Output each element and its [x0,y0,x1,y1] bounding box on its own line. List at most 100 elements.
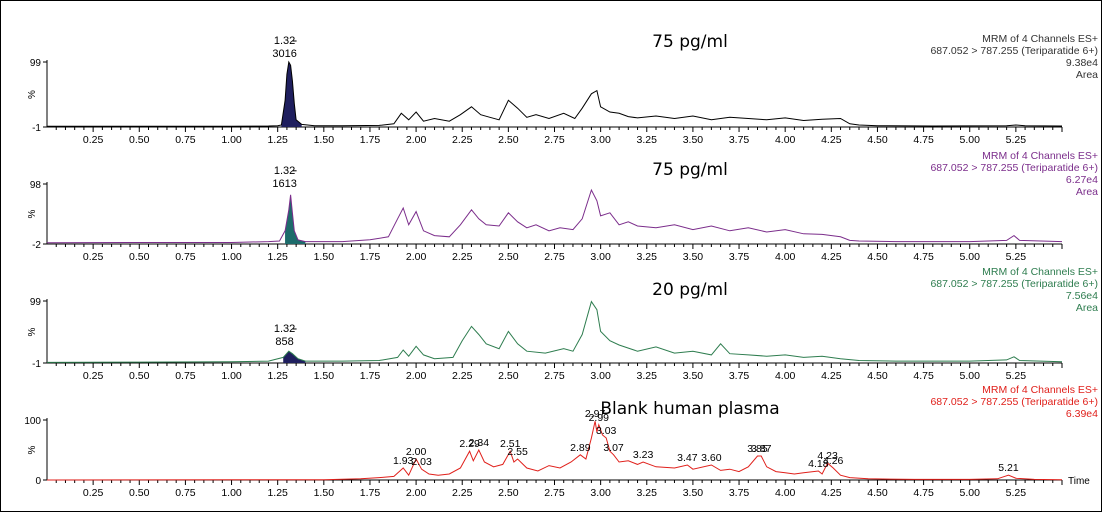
x-tick-label: 5.25 [1006,370,1027,382]
x-tick-label: 0.50 [129,134,150,146]
x-tick-label: 2.75 [544,487,565,499]
x-tick-label: 0.25 [83,487,104,499]
y-tick-label: 99 [30,297,42,308]
integrated-peak-area [283,351,306,363]
panel-1: 99 -1% 0.25 0.50 0.75 1.00 1.25 1.50 1.75 2.00 2.2… [27,32,1098,146]
x-tick-label: 1.75 [360,251,381,263]
x-tick-label: 1.50 [314,370,335,382]
y-axis-label: % [27,209,38,218]
x-tick-label: 3.50 [683,134,704,146]
x-tick-label: 1.25 [267,487,288,499]
y-tick-label: -2 [32,240,41,251]
channel-info-line: 687.052 > 787.255 (Teriparatide 6+) [930,162,1098,174]
x-tick-label: 5.25 [1006,134,1027,146]
x-tick-label: 5.00 [960,487,981,499]
x-tick-label: 1.00 [221,370,242,382]
y-axis-label: % [27,90,38,99]
panel-title: 75 pg/ml [652,160,728,180]
peak-label: 2.55 [507,446,528,458]
peak-label: 5.21 [998,462,1019,474]
channel-info-line: Area [1076,302,1098,314]
peak-label: 2.29 [459,438,480,450]
peak-label: 2.00 [406,446,427,458]
x-tick-label: 4.00 [775,251,796,263]
x-tick-label: 0.25 [83,251,104,263]
x-tick-label: 3.75 [729,370,750,382]
x-tick-label: 5.00 [960,134,981,146]
peak-label: 1.93 [393,455,414,467]
x-tick-label: 4.50 [867,487,888,499]
chromatogram-trace [46,188,1063,244]
peak-rt-label: 1.32 [274,165,295,177]
x-tick-label: 1.25 [267,370,288,382]
x-tick-label: 0.75 [175,134,196,146]
x-tick-label: 2.75 [544,251,565,263]
channel-info-line: 687.052 > 787.255 (Teriparatide 6+) [930,45,1098,57]
x-tick-label: 3.50 [683,487,704,499]
panel-title: 75 pg/ml [652,32,728,52]
x-tick-label: 3.00 [590,370,611,382]
x-tick-label: 4.00 [775,134,796,146]
x-tick-label: 4.00 [775,370,796,382]
x-tick-label: 2.25 [452,370,473,382]
panel-title: 20 pg/ml [652,280,728,300]
channel-info-line: MRM of 4 Channels ES+ [982,384,1098,396]
integrated-peak-area [281,62,302,127]
x-tick-label: 5.00 [960,251,981,263]
channel-info-line: 6.39e4 [1066,408,1098,420]
x-tick-label: 2.00 [406,370,427,382]
chromatogram-trace [47,60,1063,127]
x-tick-label: 2.25 [452,487,473,499]
peak-label: 3.47 [677,452,698,464]
channel-info-line: Area [1076,69,1098,81]
y-tick-label: 99 [30,58,42,69]
x-tick-label: 2.75 [544,370,565,382]
x-tick-label: 2.75 [544,134,565,146]
peak-label: 2.99 [589,412,610,424]
panel-title: Blank human plasma [600,399,779,419]
peak-label: 4.26 [823,455,844,467]
x-tick-label: 0.75 [175,370,196,382]
x-tick-label: 1.50 [314,487,335,499]
x-tick-label: 4.75 [913,370,934,382]
x-tick-label: 2.50 [498,251,519,263]
x-tick-label: 0.50 [129,487,150,499]
x-tick-label: 5.25 [1006,251,1027,263]
x-tick-label: 5.00 [960,370,981,382]
x-tick-label: 1.25 [267,134,288,146]
channel-info-line: 687.052 > 787.255 (Teriparatide 6+) [930,396,1098,408]
peak-area-label: 3016 [272,48,296,60]
x-tick-label: 3.75 [729,487,750,499]
peak-label: 2.34 [469,437,490,449]
x-tick-label: 4.75 [913,251,934,263]
peak-label: 3.23 [633,449,654,461]
x-tick-label: 3.75 [729,251,750,263]
peak-label: 2.97 [585,408,606,420]
x-tick-label: 1.50 [314,251,335,263]
x-tick-label: 4.25 [821,487,842,499]
peak-label: 3.60 [701,452,722,464]
x-tick-label: 0.75 [175,251,196,263]
x-tick-label: 2.00 [406,251,427,263]
chromatogram-trace [46,421,1063,481]
x-tick-label: 4.50 [867,134,888,146]
y-tick-label: -1 [32,359,41,370]
x-tick-label: 0.50 [129,370,150,382]
integrated-peak-area [285,194,306,244]
x-tick-label: 2.00 [406,487,427,499]
peak-area-label: 1613 [272,178,296,190]
x-tick-label: 1.75 [360,370,381,382]
panel-2: 98 -2% 0.25 0.50 0.75 1.00 1.25 1.50 1.75 2.00 2.2… [27,150,1098,263]
x-tick-label: 4.25 [821,134,842,146]
y-tick-label: 0 [35,476,41,487]
y-axis-label: % [27,445,38,454]
x-tick-label: 3.25 [637,487,658,499]
x-tick-label: 2.25 [452,251,473,263]
peak-label: 3.87 [751,443,772,455]
x-tick-label: 3.50 [683,251,704,263]
x-tick-label: 4.50 [867,251,888,263]
peak-label: 4.23 [817,450,838,462]
x-tick-label: 1.00 [221,487,242,499]
x-axis-label: Time [1068,476,1090,487]
